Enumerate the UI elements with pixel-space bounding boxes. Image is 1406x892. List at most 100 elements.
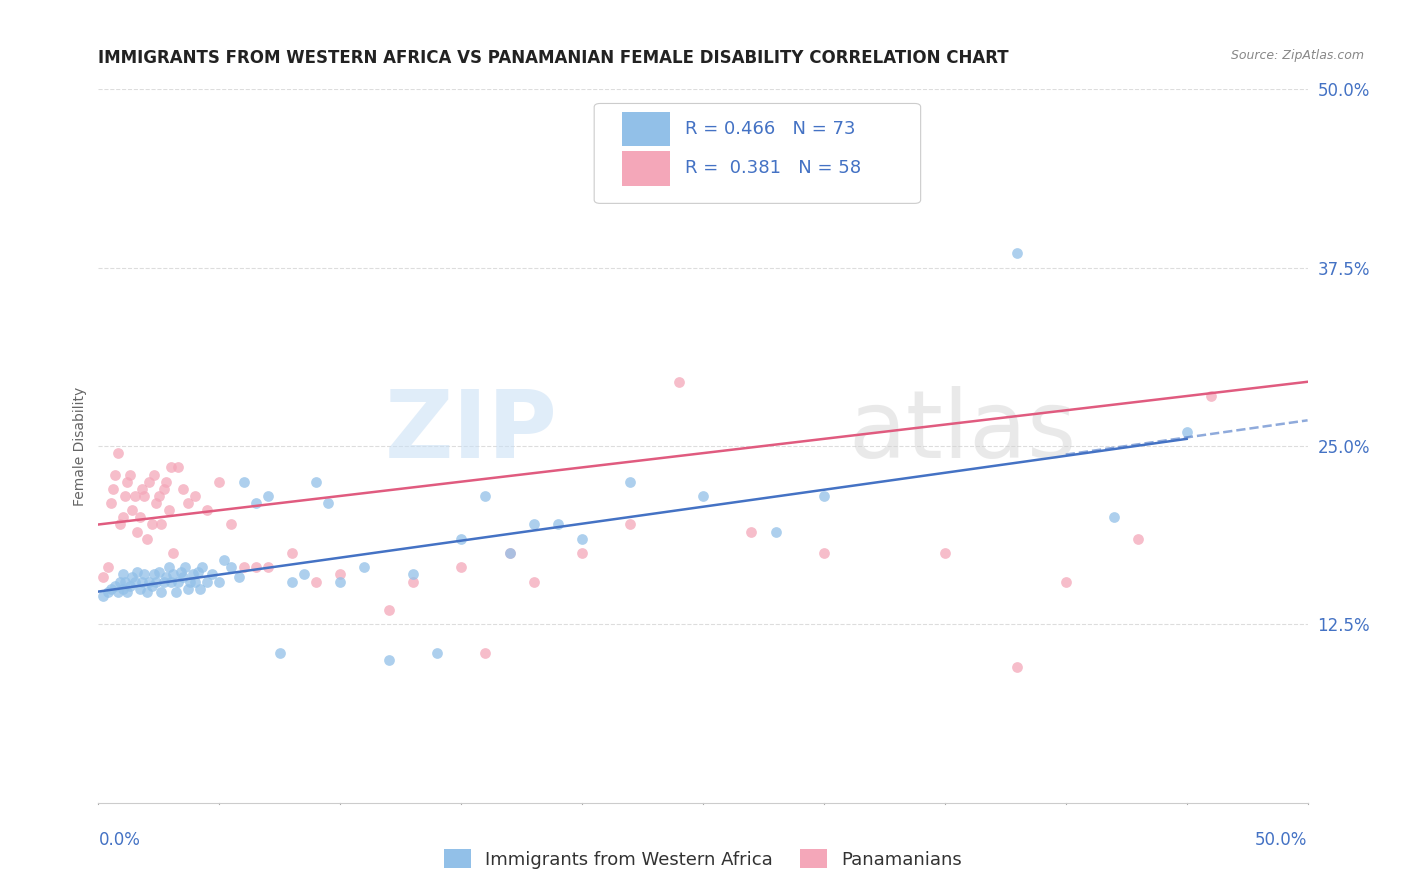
Point	[91, 589, 114, 603]
Point	[143, 467, 166, 482]
Point	[377, 603, 399, 617]
Legend: Immigrants from Western Africa, Panamanians: Immigrants from Western Africa, Panamani…	[436, 842, 970, 876]
Point	[127, 524, 149, 539]
Point	[692, 489, 714, 503]
Point	[232, 560, 254, 574]
Point	[474, 489, 496, 503]
Text: IMMIGRANTS FROM WESTERN AFRICA VS PANAMANIAN FEMALE DISABILITY CORRELATION CHART: IMMIGRANTS FROM WESTERN AFRICA VS PANAMA…	[98, 49, 1010, 67]
Point	[118, 579, 141, 593]
Point	[208, 574, 231, 589]
Point	[228, 570, 250, 584]
Point	[155, 570, 177, 584]
Point	[134, 567, 156, 582]
Point	[232, 475, 254, 489]
Point	[111, 582, 134, 596]
Point	[143, 567, 166, 582]
Text: R = 0.466   N = 73: R = 0.466 N = 73	[685, 120, 855, 138]
Point	[108, 574, 131, 589]
Point	[100, 582, 122, 596]
FancyBboxPatch shape	[621, 112, 671, 146]
Point	[91, 570, 114, 584]
Point	[114, 489, 136, 503]
Text: R =  0.381   N = 58: R = 0.381 N = 58	[685, 160, 860, 178]
Point	[450, 532, 472, 546]
Point	[134, 489, 156, 503]
Text: 50.0%: 50.0%	[1256, 831, 1308, 849]
Point	[377, 653, 399, 667]
Point	[765, 524, 787, 539]
Point	[174, 560, 197, 574]
Point	[172, 482, 194, 496]
Point	[1007, 660, 1029, 674]
Point	[135, 584, 157, 599]
Point	[305, 475, 328, 489]
Point	[152, 574, 174, 589]
Point	[131, 574, 153, 589]
Point	[97, 584, 120, 599]
Point	[353, 560, 375, 574]
Point	[124, 574, 146, 589]
Point	[221, 560, 243, 574]
Point	[1175, 425, 1198, 439]
Point	[619, 475, 641, 489]
Point	[221, 517, 243, 532]
Point	[245, 560, 267, 574]
Point	[1128, 532, 1150, 546]
Point	[184, 489, 207, 503]
Point	[184, 574, 207, 589]
Point	[195, 574, 218, 589]
Point	[117, 475, 139, 489]
Point	[138, 475, 160, 489]
Point	[177, 496, 200, 510]
Point	[145, 574, 167, 589]
Point	[162, 567, 184, 582]
Point	[160, 574, 183, 589]
Point	[187, 565, 209, 579]
Point	[329, 567, 352, 582]
Point	[402, 574, 425, 589]
Point	[111, 567, 134, 582]
Point	[101, 482, 124, 496]
Point	[160, 460, 183, 475]
Point	[450, 560, 472, 574]
Point	[121, 570, 143, 584]
FancyBboxPatch shape	[621, 152, 671, 186]
Point	[619, 517, 641, 532]
Point	[150, 517, 173, 532]
FancyBboxPatch shape	[595, 103, 921, 203]
Point	[281, 574, 304, 589]
Point	[131, 482, 153, 496]
Point	[124, 489, 146, 503]
Point	[148, 489, 170, 503]
Point	[1054, 574, 1077, 589]
Point	[148, 565, 170, 579]
Point	[138, 574, 160, 589]
Point	[571, 546, 593, 560]
Point	[208, 475, 231, 489]
Point	[188, 582, 211, 596]
Point	[181, 567, 204, 582]
Text: ZIP: ZIP	[385, 385, 558, 478]
Point	[107, 584, 129, 599]
Point	[97, 560, 120, 574]
Point	[104, 467, 127, 482]
Point	[474, 646, 496, 660]
Point	[813, 546, 835, 560]
Point	[141, 579, 163, 593]
Point	[167, 574, 190, 589]
Point	[740, 524, 762, 539]
Point	[104, 579, 127, 593]
Point	[523, 517, 546, 532]
Point	[167, 460, 190, 475]
Point	[108, 517, 131, 532]
Point	[292, 567, 315, 582]
Point	[127, 565, 149, 579]
Point	[117, 584, 139, 599]
Text: Source: ZipAtlas.com: Source: ZipAtlas.com	[1230, 49, 1364, 62]
Point	[498, 546, 520, 560]
Point	[141, 517, 163, 532]
Point	[150, 584, 173, 599]
Point	[668, 375, 690, 389]
Point	[547, 517, 569, 532]
Point	[201, 567, 224, 582]
